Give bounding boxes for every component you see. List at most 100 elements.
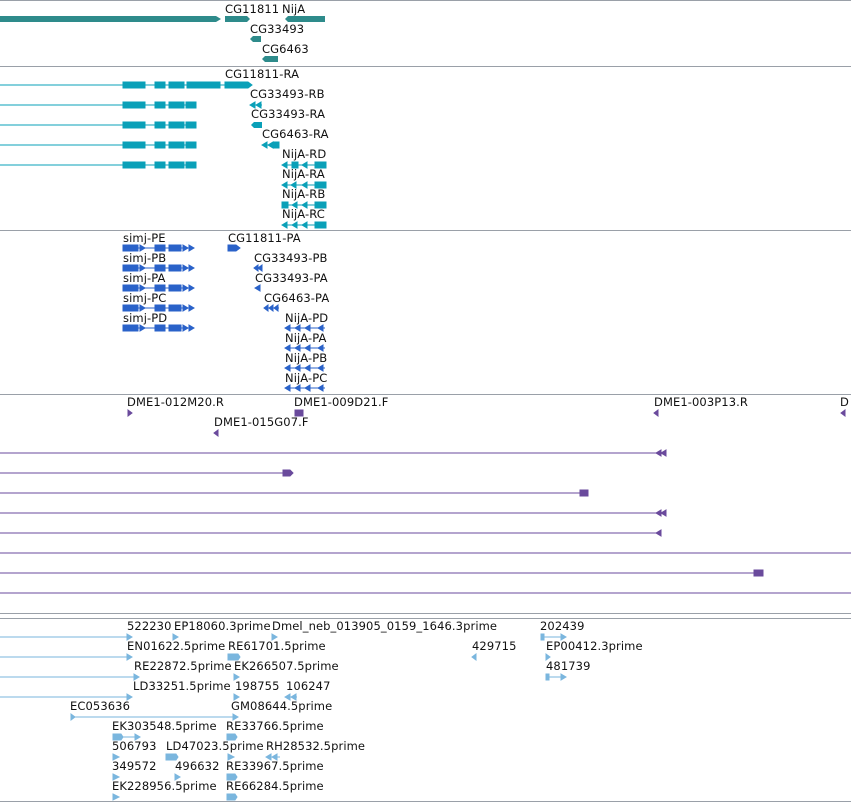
transcript-glyph-CG33493-RB xyxy=(249,101,262,109)
est-label[interactable]: 481739 xyxy=(546,659,591,673)
transcript-label[interactable]: NijA-RA xyxy=(282,167,325,181)
track-separator xyxy=(0,230,851,231)
track-separator xyxy=(0,613,851,614)
est-glyph xyxy=(112,753,121,761)
clone-label[interactable]: DME1-009D21.F xyxy=(294,395,389,409)
protein-glyph-NijA-PB xyxy=(284,364,325,372)
est-glyph xyxy=(70,713,239,721)
est-label[interactable]: RE22872.5prime xyxy=(134,659,232,673)
gene-track-glyphs xyxy=(0,16,325,62)
transcript-label[interactable]: NijA-RD xyxy=(282,147,327,161)
transcript-glyph-simj-4 xyxy=(0,161,197,169)
transcript-label[interactable]: NijA-RB xyxy=(282,187,326,201)
protein-glyph-CG6463-PA xyxy=(263,304,279,312)
gene-label[interactable]: CG11811 xyxy=(225,2,280,16)
est-glyph xyxy=(0,693,133,701)
clone-end-glyph xyxy=(213,429,219,437)
est-label[interactable]: EP00412.3prime xyxy=(546,639,643,653)
protein-label[interactable]: CG33493-PA xyxy=(255,271,328,285)
protein-label[interactable]: NijA-PA xyxy=(285,331,327,345)
gene-label[interactable]: NijA xyxy=(282,2,306,16)
est-glyph xyxy=(271,633,278,641)
est-glyph xyxy=(0,653,133,661)
transcript-label[interactable]: CG11811-RA xyxy=(225,67,300,81)
transcript-label[interactable]: CG33493-RA xyxy=(251,107,326,121)
transcript-glyph-NijA-RA xyxy=(281,181,327,189)
est-label[interactable]: LD47023.5prime xyxy=(166,739,264,753)
protein-label[interactable]: CG6463-PA xyxy=(264,291,330,305)
clone-label[interactable]: DME1-015G07.F xyxy=(214,415,309,429)
protein-label[interactable]: simj-PA xyxy=(123,271,166,285)
est-glyph xyxy=(226,733,238,741)
est-label[interactable]: EK303548.5prime xyxy=(112,719,217,733)
est-label[interactable]: EK266507.5prime xyxy=(234,659,339,673)
est-label[interactable]: 506793 xyxy=(112,739,157,753)
transcript-glyph-CG11811-RA xyxy=(0,81,253,89)
est-glyph xyxy=(545,673,567,681)
est-glyph xyxy=(233,673,240,681)
est-label[interactable]: RE61701.5prime xyxy=(228,639,326,653)
est-label[interactable]: EC053636 xyxy=(70,699,130,713)
clone-label[interactable]: DME1-003P13.R xyxy=(654,395,748,409)
est-label[interactable]: RE33967.5prime xyxy=(226,759,324,773)
transcript-track-glyphs xyxy=(0,81,327,229)
est-glyph xyxy=(226,773,238,781)
gene-label[interactable]: CG6463 xyxy=(262,42,309,56)
est-label[interactable]: Dmel_neb_013905_0159_1646.3prime xyxy=(272,619,498,633)
protein-glyph-simj-PE xyxy=(122,244,195,252)
protein-glyph-CG33493-PB xyxy=(253,264,263,272)
est-label[interactable]: 198755 xyxy=(235,679,280,693)
protein-label[interactable]: simj-PB xyxy=(123,251,167,265)
clone-end-glyph xyxy=(127,409,133,417)
est-glyph xyxy=(0,633,133,641)
protein-glyph-NijA-PD xyxy=(284,324,325,332)
protein-label[interactable]: NijA-PB xyxy=(285,351,328,365)
est-label[interactable]: RH28532.5prime xyxy=(266,739,366,753)
est-label[interactable]: RE66284.5prime xyxy=(226,779,324,793)
protein-track-glyphs xyxy=(122,244,325,392)
est-label[interactable]: RE33766.5prime xyxy=(226,719,324,733)
est-label[interactable]: EN01622.5prime xyxy=(127,639,226,653)
est-label[interactable]: 496632 xyxy=(175,759,220,773)
protein-label[interactable]: simj-PE xyxy=(123,231,166,245)
transcript-label[interactable]: NijA-RC xyxy=(282,207,325,221)
est-label[interactable]: 522230 xyxy=(127,619,172,633)
est-glyph xyxy=(227,653,241,661)
est-glyph xyxy=(112,733,141,741)
est-glyph xyxy=(284,693,297,701)
est-label[interactable]: GM08644.5prime xyxy=(231,699,333,713)
protein-glyph-simj-PA xyxy=(122,284,195,292)
est-label[interactable]: 349572 xyxy=(112,759,157,773)
est-label[interactable]: LD33251.5prime xyxy=(133,679,231,693)
transcript-label[interactable]: CG6463-RA xyxy=(262,127,329,141)
transcript-glyph-CG33493-RA xyxy=(251,122,262,128)
protein-glyph-simj-PB xyxy=(122,264,195,272)
clone-end-glyph xyxy=(294,409,304,417)
est-glyph xyxy=(172,633,179,641)
est-label[interactable]: 202439 xyxy=(540,619,585,633)
protein-label[interactable]: NijA-PC xyxy=(285,371,328,385)
gene-glyph-CG6463 xyxy=(262,56,278,62)
clone-pair-glyph xyxy=(0,469,294,477)
protein-label[interactable]: simj-PD xyxy=(123,311,168,325)
transcript-glyph-simj-3 xyxy=(0,141,197,149)
clone-label[interactable]: D xyxy=(840,395,849,409)
transcript-label[interactable]: CG33493-RB xyxy=(250,87,325,101)
est-label[interactable]: 429715 xyxy=(472,639,517,653)
est-label[interactable]: 106247 xyxy=(286,679,331,693)
est-glyph xyxy=(174,773,181,781)
gene-label[interactable]: CG33493 xyxy=(250,22,305,36)
track-separator xyxy=(0,0,851,1)
protein-label[interactable]: CG33493-PB xyxy=(254,251,328,265)
clone-label[interactable]: DME1-012M20.R xyxy=(127,395,224,409)
transcript-glyph-simj-2 xyxy=(0,121,197,129)
protein-label[interactable]: simj-PC xyxy=(123,291,167,305)
est-label[interactable]: EP18060.3prime xyxy=(174,619,271,633)
est-glyph xyxy=(471,653,477,661)
protein-label[interactable]: CG11811-PA xyxy=(228,231,301,245)
protein-label[interactable]: NijA-PD xyxy=(285,311,329,325)
est-label[interactable]: EK228956.5prime xyxy=(112,779,217,793)
clone-end-glyph xyxy=(840,409,846,417)
